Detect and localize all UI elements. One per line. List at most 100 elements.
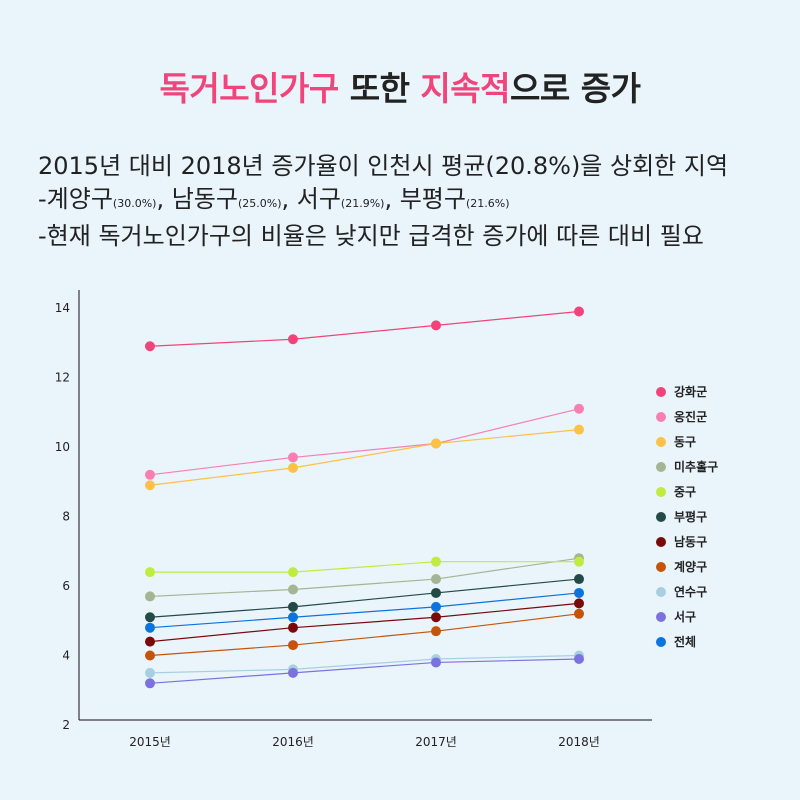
data-point [288,612,298,623]
data-point [145,667,155,678]
data-point [574,587,584,598]
data-point [431,587,441,598]
title-text-2: 으로 증가 [510,69,641,108]
x-tick-label: 2016년 [272,735,314,749]
legend-label: 부평구 [674,510,707,524]
data-point [145,612,155,623]
legend-marker [656,612,666,622]
data-point [574,403,584,414]
data-point [145,567,155,578]
series-line [149,613,580,657]
legend-label: 남동구 [674,534,707,549]
separator: , [384,185,400,213]
data-point [288,584,298,595]
district-rate: (21.9%) [340,197,385,210]
title-highlight-2: 지속적 [420,69,511,108]
data-point [145,636,155,647]
data-point [288,334,298,345]
series-line [149,408,580,476]
description-line-2: -계양구(30.0%), 남동구(25.0%), 서구(21.9%), 부평구(… [38,183,728,220]
data-point [288,601,298,612]
data-point [431,556,441,567]
district-rate: (21.6%) [465,197,510,210]
legend-marker [656,437,666,447]
data-point [145,469,155,480]
y-tick-label: 6 [62,579,70,593]
data-point [574,556,584,567]
legend-marker [656,412,666,422]
separator: , [156,185,172,213]
data-point [431,626,441,637]
page-title: 독거노인가구 또한 지속적으로 증가 [0,62,800,110]
series-line [149,592,580,629]
data-point [574,608,584,619]
x-tick-label: 2015년 [129,735,171,749]
data-point [288,462,298,473]
legend-marker [656,512,666,522]
data-point [431,438,441,449]
legend-marker [656,537,666,547]
data-point [431,612,441,623]
data-point [431,657,441,668]
y-tick-label: 12 [55,371,70,385]
separator: , [281,185,297,213]
series-line [149,602,580,643]
y-tick-label: 2 [62,718,70,732]
data-point [574,574,584,585]
data-point [145,622,155,633]
legend-label: 미추홀구 [674,459,718,474]
description-line-3: -현재 독거노인가구의 비율은 낮지만 급격한 증가에 따른 대비 필요 [38,222,704,250]
series-line [149,557,580,598]
data-point [145,678,155,689]
title-highlight-1: 독거노인가구 [159,69,340,108]
data-point [574,653,584,664]
legend-label: 서구 [674,609,696,624]
legend-label: 중구 [674,485,696,499]
district-name: 서구 [296,185,341,213]
district-name: -계양구 [38,185,113,213]
y-tick-label: 10 [55,440,70,454]
legend-label: 옹진군 [674,409,707,424]
data-point [288,622,298,633]
data-point [574,598,584,609]
legend-label: 동구 [674,435,696,449]
legend-label: 강화군 [674,384,707,399]
district-rate: (25.0%) [237,197,282,210]
legend-marker [656,562,666,572]
data-point [288,452,298,463]
legend-marker [656,462,666,472]
data-point [431,574,441,585]
district-name: 부평구 [399,185,466,213]
legend-marker [656,637,666,647]
data-point [431,601,441,612]
data-point [431,320,441,331]
data-point [145,341,155,352]
legend-marker [656,387,666,397]
series-line [150,561,579,573]
data-point [145,650,155,661]
description: 2015년 대비 2018년 증가율이 인천시 평균(20.8%)을 상회한 지… [38,150,728,253]
data-point [145,480,155,491]
legend-label: 전체 [674,634,696,649]
series-line [149,658,580,684]
data-point [145,591,155,602]
legend-marker [656,587,666,597]
legend-marker [656,487,666,497]
data-point [574,306,584,317]
data-point [288,640,298,651]
legend-label: 계양구 [674,559,707,574]
data-point [288,567,298,578]
district-rate: (30.0%) [112,197,157,210]
data-point [288,667,298,678]
x-tick-label: 2018년 [558,735,600,749]
description-line-1: 2015년 대비 2018년 증가율이 인천시 평균(20.8%)을 상회한 지… [38,152,729,180]
series-line [149,654,580,674]
y-tick-label: 8 [62,510,70,524]
legend-label: 연수구 [674,584,707,599]
y-tick-label: 14 [55,301,70,315]
x-tick-label: 2017년 [415,735,457,749]
data-point [574,424,584,435]
y-tick-label: 4 [62,649,70,663]
series-line [149,578,580,618]
